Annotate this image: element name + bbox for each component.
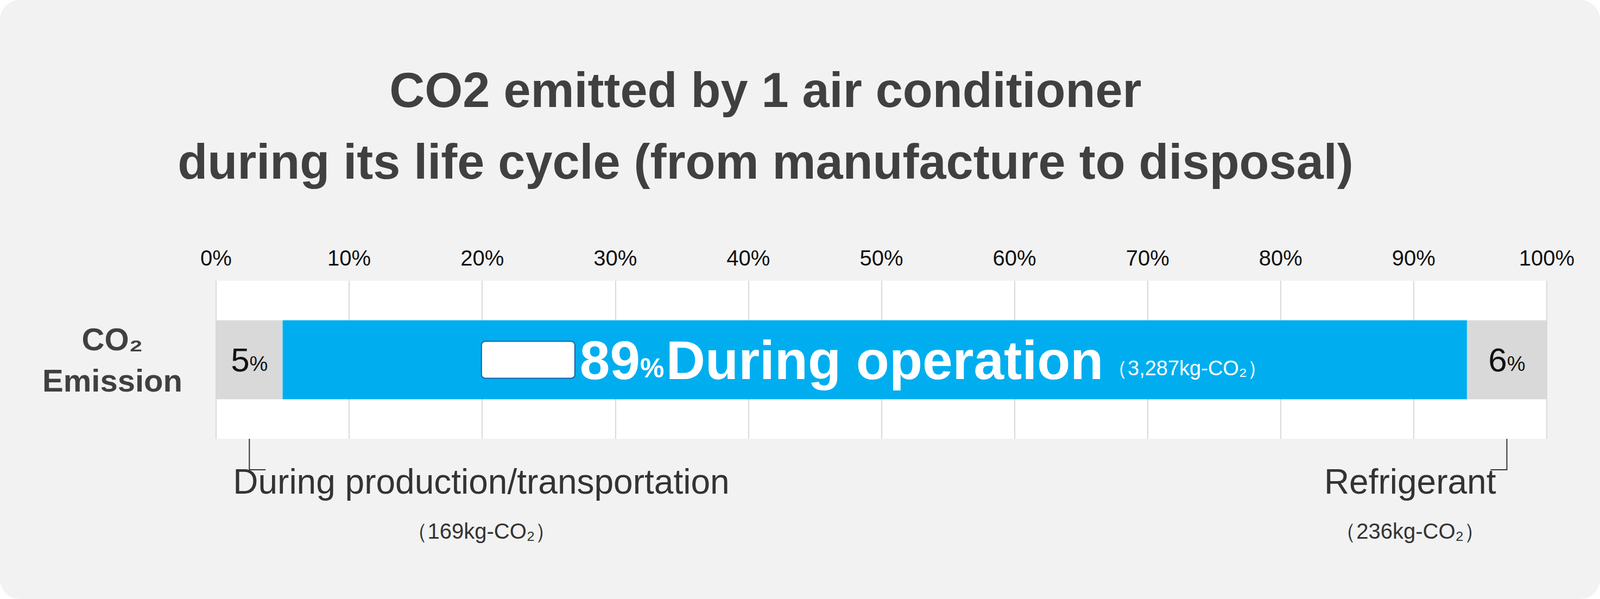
svg-text:6: 6 [1488, 340, 1507, 379]
svg-text:90%: 90% [1392, 245, 1436, 270]
svg-text:During production/transportati: During production/transportation [232, 462, 730, 502]
svg-text:20%: 20% [460, 245, 504, 270]
svg-text:10%: 10% [327, 245, 371, 270]
svg-text:89: 89 [579, 329, 641, 391]
svg-text:100%: 100% [1519, 245, 1575, 270]
svg-text:5: 5 [230, 340, 250, 379]
svg-text:CO2 emitted by 1 air condition: CO2 emitted by 1 air conditioner [389, 62, 1142, 118]
svg-text:Refrigerant: Refrigerant [1324, 462, 1497, 502]
svg-text:%: % [249, 352, 269, 376]
svg-text:80%: 80% [1259, 245, 1303, 270]
svg-text:CO₂: CO₂ [81, 321, 144, 357]
svg-text:Emission: Emission [42, 362, 183, 398]
svg-text:50%: 50% [859, 245, 903, 270]
svg-text:during its life cycle (from ma: during its life cycle (from manufacture … [177, 134, 1353, 189]
svg-text:%: % [640, 352, 664, 384]
svg-text:（3,287kg-CO₂）: （3,287kg-CO₂） [1107, 356, 1268, 380]
svg-text:（236kg-CO₂）: （236kg-CO₂） [1334, 519, 1486, 543]
svg-text:40%: 40% [726, 245, 770, 270]
svg-text:70%: 70% [1126, 245, 1170, 270]
svg-text:During operation: During operation [666, 329, 1104, 391]
svg-text:60%: 60% [993, 245, 1037, 270]
svg-text:%: % [1507, 352, 1526, 376]
svg-text:（169kg-CO₂）: （169kg-CO₂） [406, 519, 558, 543]
svg-text:30%: 30% [593, 245, 637, 270]
svg-text:0%: 0% [200, 245, 232, 270]
